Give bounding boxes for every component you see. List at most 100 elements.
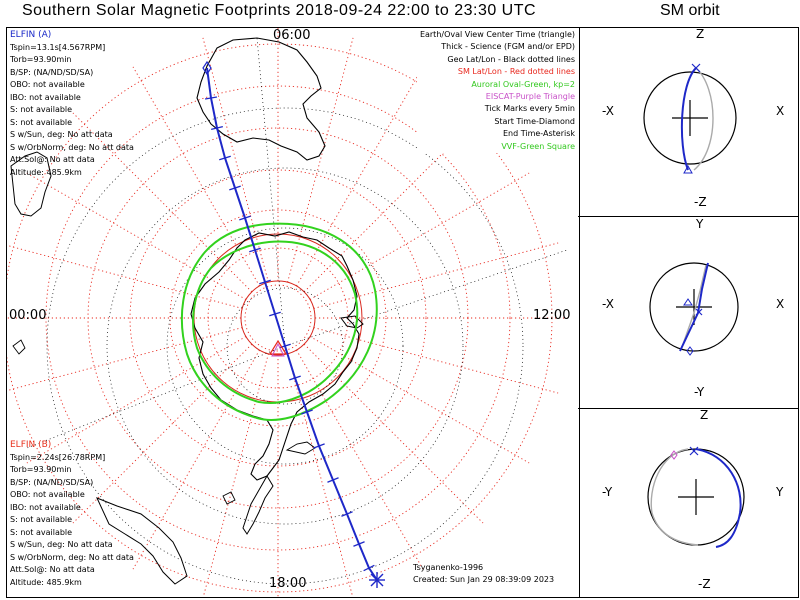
legend-entry: Thick - Science (FGM and/or EPD) <box>441 42 575 52</box>
mlt-label-right: 12:00 <box>533 308 571 323</box>
elfin-b-title: ELFIN (B) <box>10 440 52 450</box>
five-minute-tick-marks <box>204 96 375 572</box>
elfin-b-info-line: S: not available <box>10 527 73 537</box>
legend-entry: Start Time-Diamond <box>494 116 575 126</box>
legend-entry: VVF-Green Square <box>501 141 575 151</box>
elfin-a-info-line: S: not available <box>10 117 73 127</box>
legend-entry: Tick Marks every 5min <box>484 104 575 114</box>
tick-mark <box>341 511 353 517</box>
axis-label-right: X <box>776 104 785 118</box>
elfin-a-info-line: OBO: not available <box>10 80 85 89</box>
elfin-a-info-line: Torb=93.90min <box>10 55 72 64</box>
tick-mark <box>289 375 301 381</box>
tick-mark <box>229 185 241 191</box>
axis-label-left: -Y <box>602 485 613 499</box>
axis-label-left: -X <box>602 297 614 311</box>
tick-mark <box>211 126 223 130</box>
plot-title: Southern Solar Magnetic Footprints 2018-… <box>22 2 537 19</box>
elfin-b-info-line: OBO: not available <box>10 490 85 499</box>
tick-mark <box>269 311 281 317</box>
orbit-b-path <box>650 448 699 546</box>
elfin-b-info-line: Altitude: 485.9km <box>10 577 82 587</box>
tick-mark <box>239 215 251 221</box>
elfin-a-info: ELFIN (A) Tspin=13.1s[4.567RPM] Torb=93.9… <box>10 29 134 179</box>
antarctica-coastline <box>190 231 360 481</box>
tick-mark <box>363 564 375 572</box>
peninsula-outline <box>242 475 274 535</box>
sm-pole-circle <box>240 280 316 356</box>
elfin-a-info-line: Altitude: 485.9km <box>10 167 82 177</box>
mlt-label-top: 06:00 <box>273 28 311 43</box>
mlt-label-left: 00:00 <box>9 308 47 323</box>
geo-latlon-grid <box>26 37 568 585</box>
elfin-b-info-line: Torb=93.90min <box>10 465 72 474</box>
orbit-a-path <box>695 448 742 548</box>
elfin-b-info-line: IBO: not available <box>10 502 81 512</box>
tick-mark <box>313 443 325 449</box>
axis-label-bottom: -Y <box>694 385 705 399</box>
elfin-a-footprint-track <box>206 67 378 581</box>
south-america-coastline <box>96 497 188 585</box>
orbit-center-triangle <box>683 164 693 174</box>
tick-mark <box>259 279 271 285</box>
orbit-center-triangle <box>683 298 693 306</box>
title-bar: Southern Solar Magnetic Footprints 2018-… <box>0 0 800 26</box>
earth-circle <box>643 71 737 165</box>
panel-divider <box>578 216 798 217</box>
tick-mark <box>204 96 218 100</box>
elfin-a-info-line: S: not available <box>10 105 73 114</box>
orbit-panel-xz: Z -Z -X X <box>578 27 798 216</box>
view-center-triangle <box>268 339 288 355</box>
ross-ice-shelf <box>340 315 364 329</box>
tick-mark <box>301 409 313 415</box>
elfin-b-info-line: S w/Sun, deg: No att data <box>10 540 113 549</box>
orbit-end-asterisk <box>695 308 703 316</box>
axis-label-right: Y <box>776 485 784 499</box>
elfin-b-info-line: S: not available <box>10 515 73 524</box>
elfin-b-info-line: S w/OrbNorm, deg: No att data <box>10 552 134 562</box>
created-timestamp: Created: Sun Jan 29 08:39:09 2023 <box>413 575 555 584</box>
orbit-panel-title: SM orbit <box>660 2 720 19</box>
legend-entry: End Time-Asterisk <box>502 129 575 139</box>
polar-map-svg <box>7 28 568 597</box>
legend-entry: EISCAT-Purple Triangle <box>485 92 575 102</box>
elfin-a-info-line: IBO: not available <box>10 92 81 102</box>
mlt-label-bottom: 18:00 <box>269 576 307 591</box>
elfin-a-title: ELFIN (A) <box>10 30 52 40</box>
axis-label-left: -X <box>602 104 614 118</box>
tick-mark <box>327 477 339 483</box>
orbit-start-diamond <box>686 346 694 356</box>
axis-label-right: X <box>776 297 785 311</box>
legend-entry: SM Lat/Lon - Red dotted lines <box>457 67 575 77</box>
orbit-start-diamond <box>670 450 678 460</box>
islands-coastline <box>12 339 316 505</box>
elfin-b-info: ELFIN (B) Tspin=2.24s[26.78RPM] Torb=93.9… <box>10 439 134 589</box>
start-time-diamond <box>202 60 212 76</box>
elfin-a-info-line: Att.Sol@: No att data <box>10 155 95 164</box>
sm-lat-circle <box>193 233 363 403</box>
orbit-a-path <box>680 67 697 171</box>
elfin-a-info-line: B/SP: (NA/ND/SD/SA) <box>10 67 94 77</box>
tick-mark <box>219 155 231 161</box>
axis-label-top: Z <box>700 408 709 422</box>
map-legend: Earth/Oval View Center Time (triangle) Th… <box>416 29 575 154</box>
elfin-b-info-line: B/SP: (NA/ND/SD/SA) <box>10 477 94 487</box>
tick-mark <box>353 541 365 547</box>
axis-label-bottom: -Z <box>698 577 711 591</box>
orbit-b-path <box>693 67 714 171</box>
axis-label-top: Z <box>696 27 705 41</box>
earth-circle <box>649 262 739 352</box>
africa-coastline <box>10 151 52 217</box>
orbit-end-asterisk <box>689 446 699 456</box>
orbit-panel-xy: Y -Y -X X <box>578 217 798 408</box>
model-label: Tsyganenko-1996 <box>413 563 484 572</box>
elfin-a-info-line: S w/OrbNorm, deg: No att data <box>10 142 134 152</box>
axis-label-bottom: -Z <box>694 195 707 209</box>
eiscat-triangle <box>271 342 285 357</box>
orbit-a-path <box>679 262 709 352</box>
sm-latlon-grid <box>7 28 568 597</box>
sm-orbit-panels: Z -Z -X X Y -Y -X X <box>578 27 799 598</box>
elfin-a-info-line: S w/Sun, deg: No att data <box>10 130 113 139</box>
australia-coastline <box>196 37 326 161</box>
auroral-oval <box>180 222 378 421</box>
